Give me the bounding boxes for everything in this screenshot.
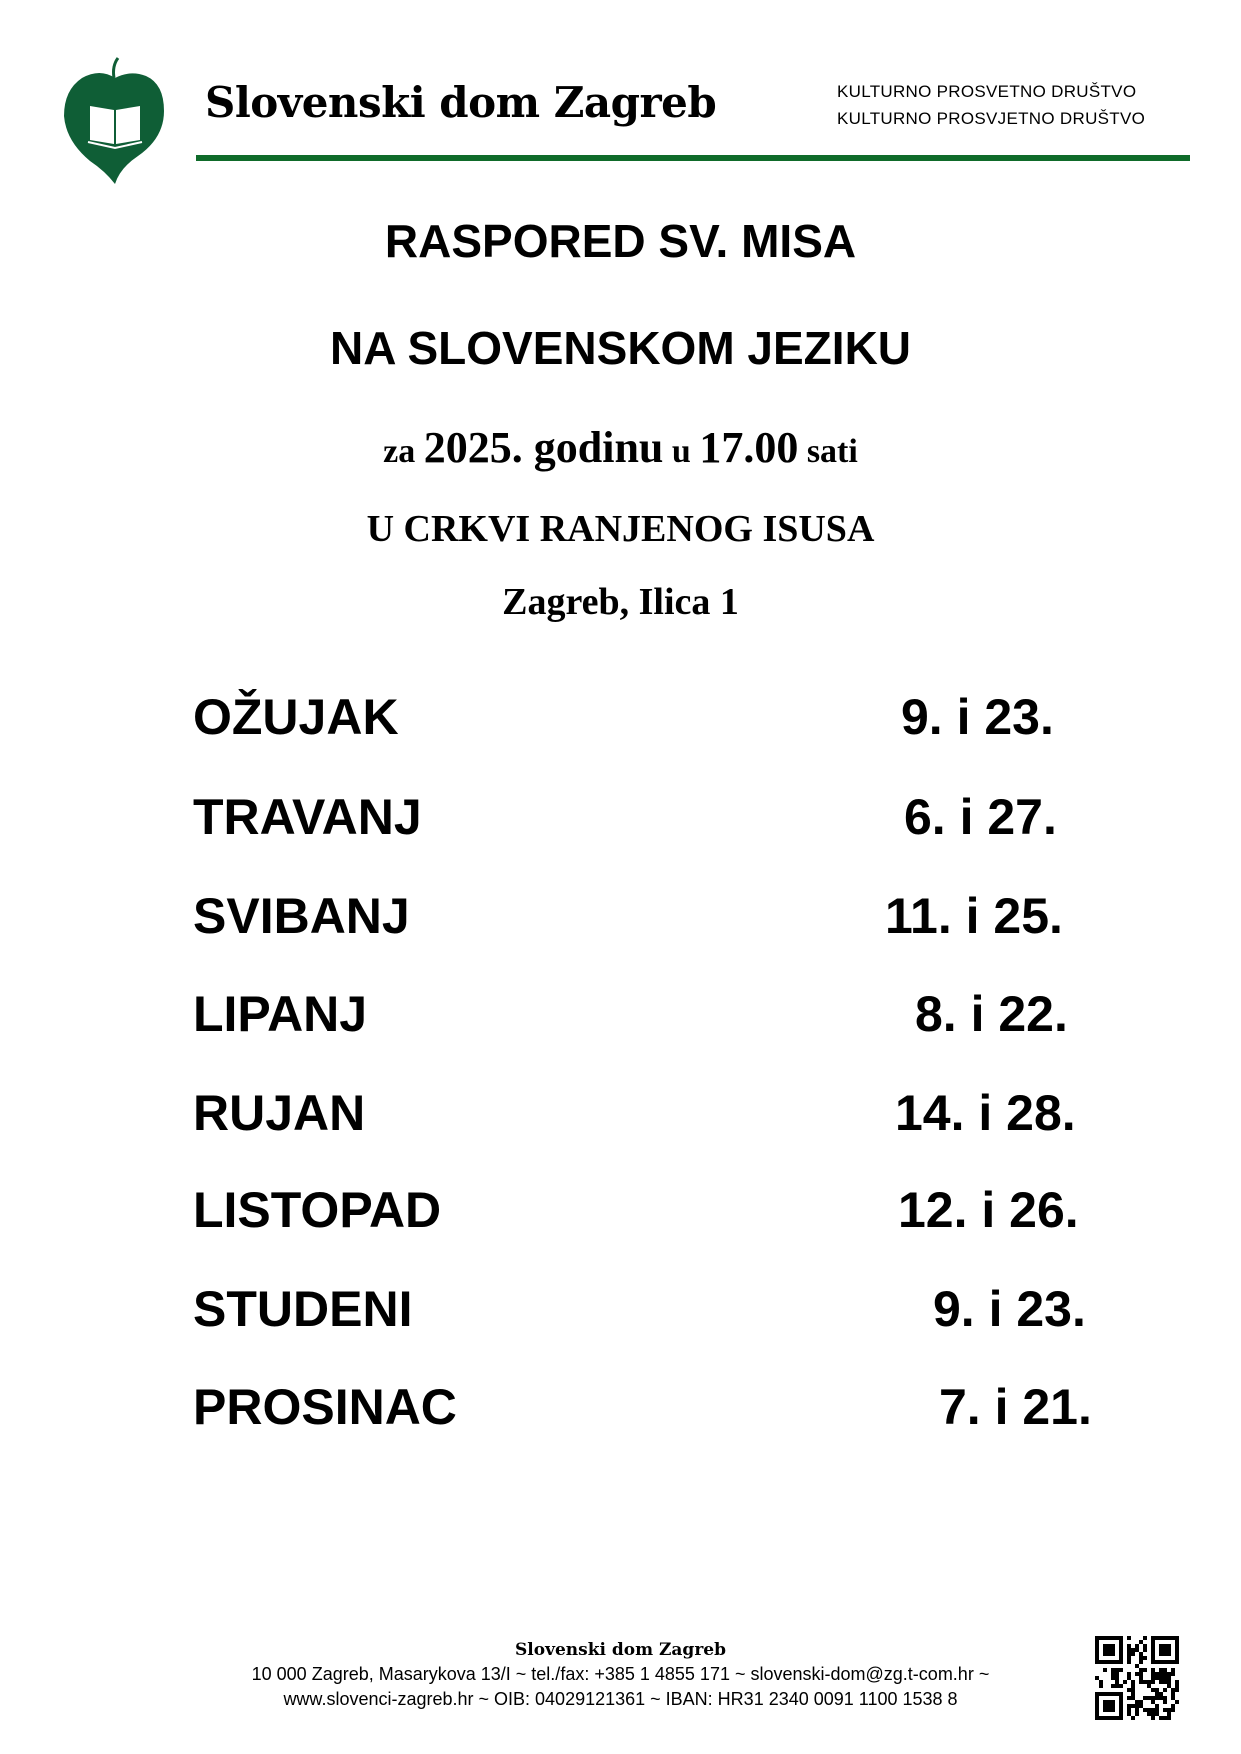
footer-contact: 10 000 Zagreb, Masarykova 13/I ~ tel./fa… [0,1664,1241,1685]
month-label: PROSINAC [193,1379,457,1435]
church-address: Zagreb, Ilica 1 [502,581,739,623]
mass-dates: 8. i 22. [915,986,1068,1042]
mass-dates: 14. i 28. [895,1085,1076,1141]
text-time: 17.00 [699,423,799,472]
footer-name: Slovenski dom Zagreb [515,1640,726,1660]
association-croatian: KULTURNO PROSVJETNO DRUŠTVO [837,109,1146,128]
footer-email-link[interactable]: slovenski-dom@zg.t-com.hr [750,1664,974,1684]
qr-code-icon [1095,1636,1179,1720]
text-u: u [663,433,700,470]
month-label: SVIBANJ [193,888,410,944]
text-year: 2025. godinu [423,423,664,472]
month-label: RUJAN [193,1085,366,1141]
month-label: STUDENI [193,1281,413,1337]
mass-dates: 6. i 27. [904,789,1057,845]
footer-sep: ~ [973,1664,990,1684]
month-label: OŽUJAK [193,689,399,745]
title-line-2: NA SLOVENSKOM JEZIKU [329,322,912,374]
month-label: LISTOPAD [193,1182,442,1238]
mass-dates: 7. i 21. [939,1379,1092,1435]
leaf-book-logo-icon [64,57,164,184]
month-label: TRAVANJ [193,789,422,845]
mass-dates: 9. i 23. [901,689,1054,745]
header-divider [196,155,1190,161]
text-sati: sati [798,433,858,470]
mass-dates: 11. i 25. [885,888,1063,944]
association-slovene: KULTURNO PROSVETNO DRUŠTVO [837,82,1137,101]
mass-dates: 9. i 23. [933,1281,1086,1337]
footer-address: 10 000 Zagreb, Masarykova 13/I ~ tel./fa… [251,1664,751,1684]
mass-dates: 12. i 26. [898,1182,1079,1238]
text-za: za [383,433,424,470]
title-line-1: RASPORED SV. MISA [384,215,857,267]
title-year-time: za 2025. godinu u 17.00 sati [0,422,1241,473]
footer-web-ids: www.slovenci-zagreb.hr ~ OIB: 0402912136… [283,1689,958,1709]
brand-name: Slovenski dom Zagreb [205,78,717,127]
church-name: U CRKVI RANJENOG ISUSA [366,508,875,550]
month-label: LIPANJ [193,986,368,1042]
